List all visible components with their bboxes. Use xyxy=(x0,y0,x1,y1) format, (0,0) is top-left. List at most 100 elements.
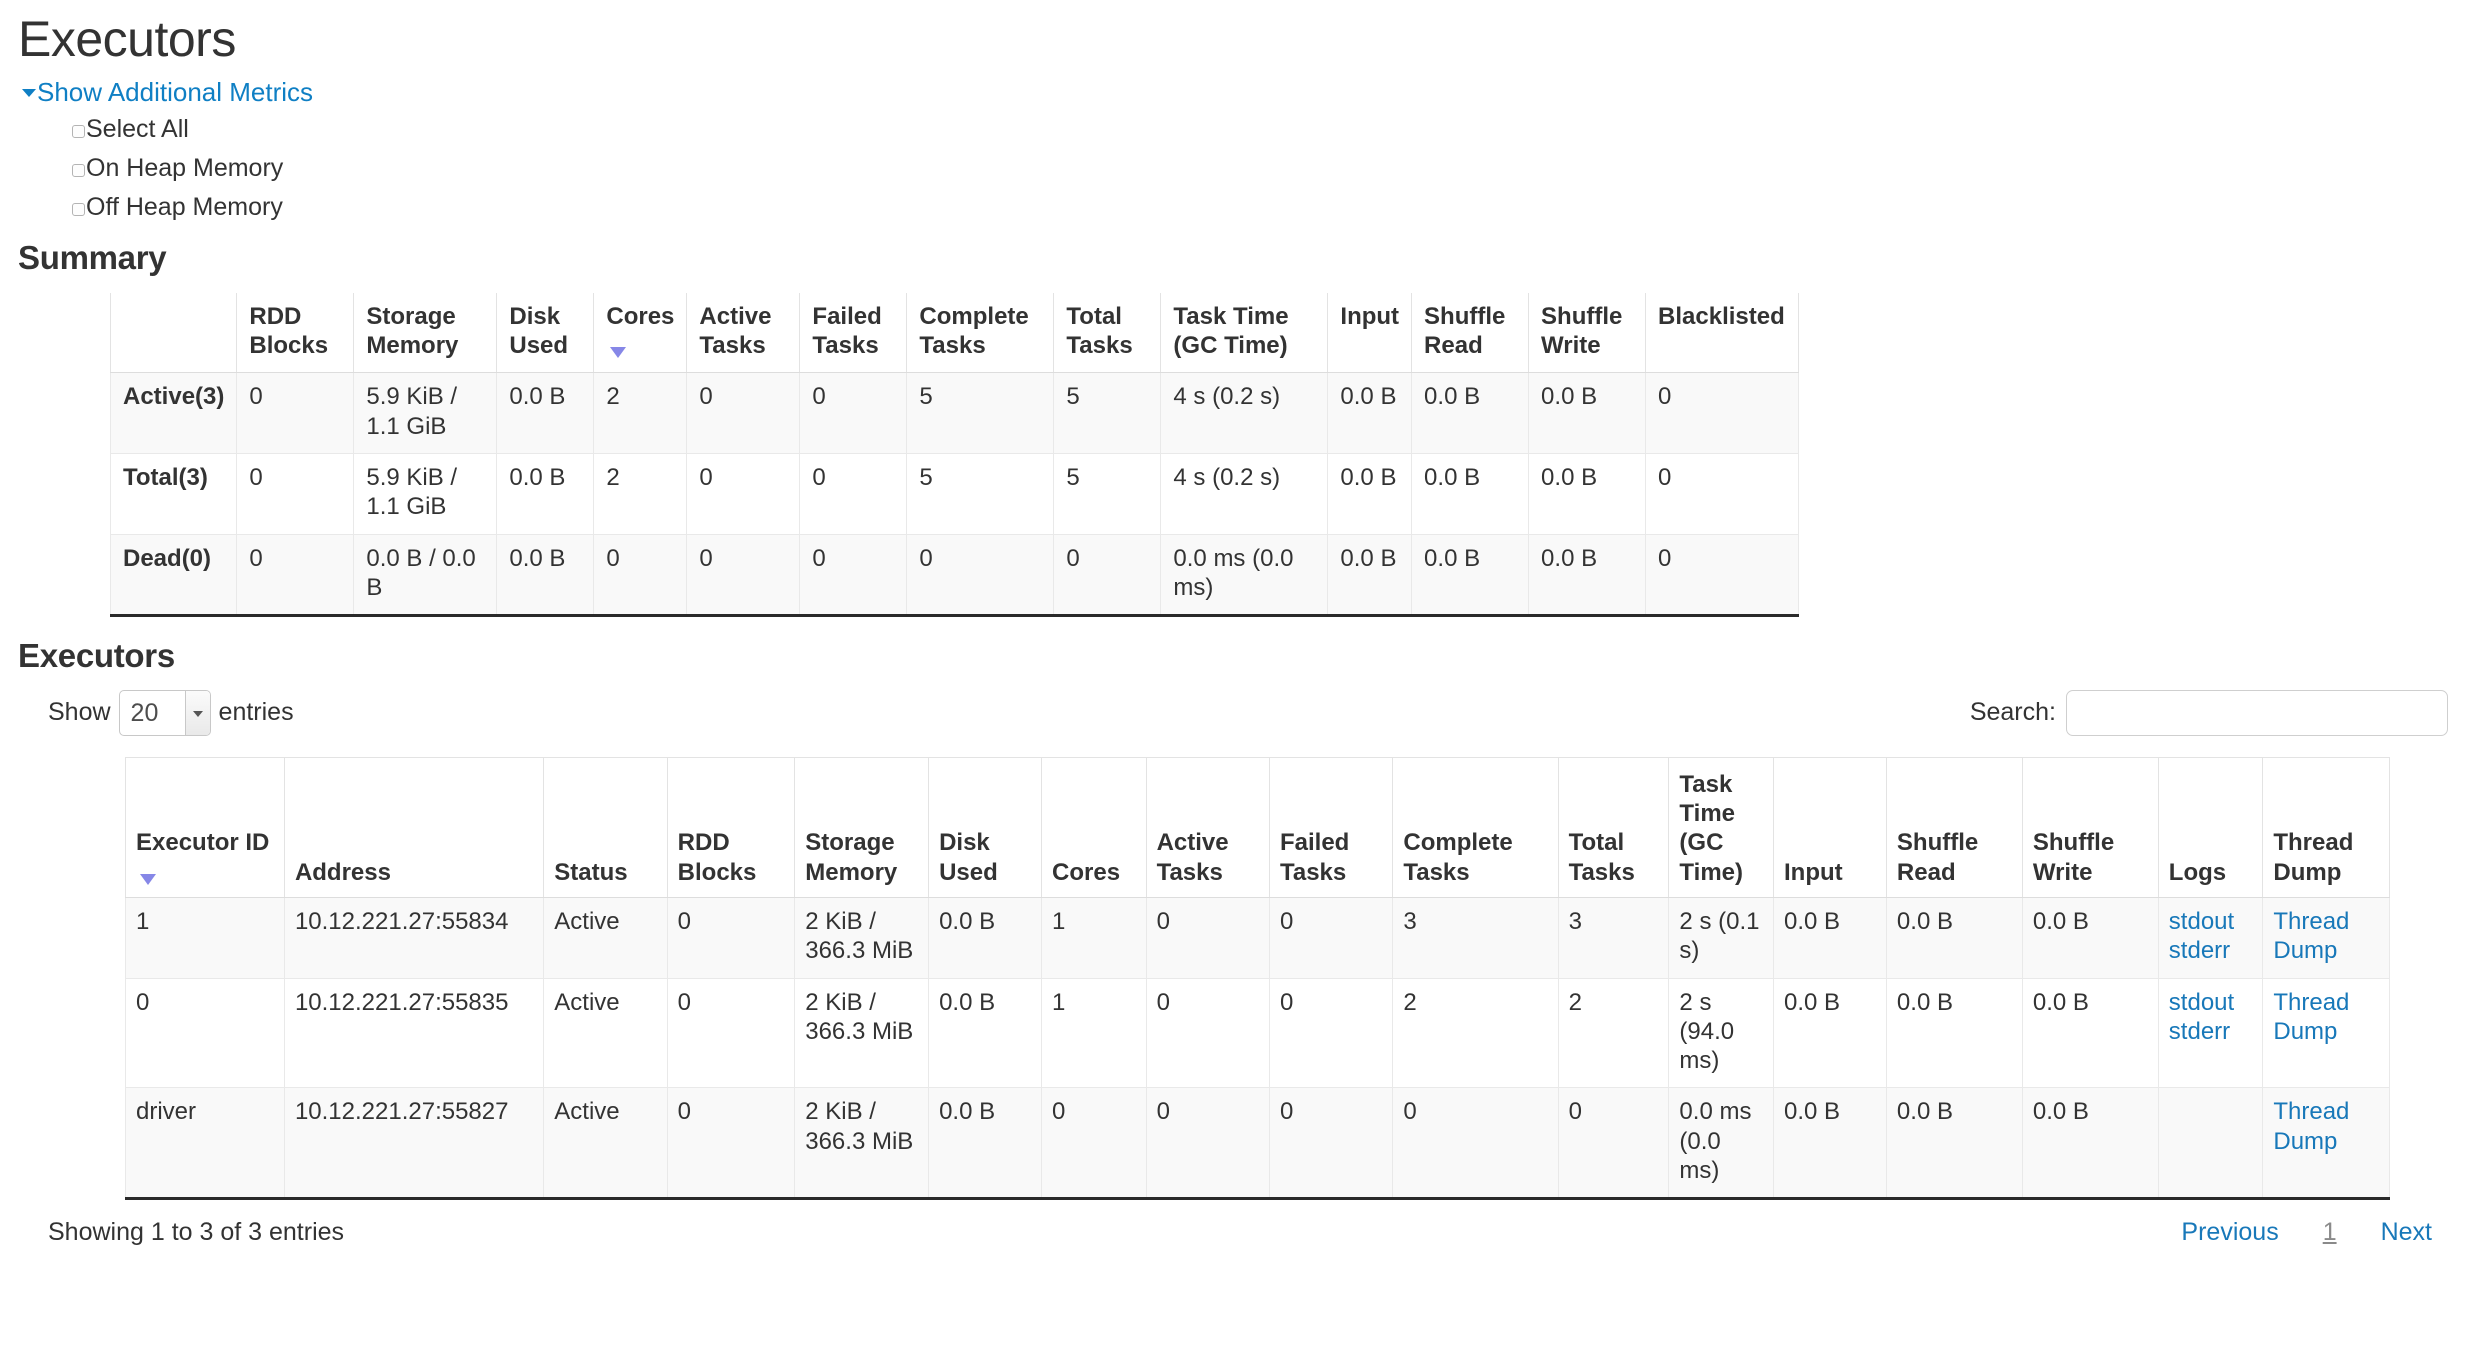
cell-cores: 1 xyxy=(1041,978,1147,1089)
summary-heading: Summary xyxy=(18,239,167,276)
executors-col-shuffle-write[interactable]: Shuffle Write xyxy=(2021,757,2159,898)
chevron-down-icon xyxy=(192,711,203,718)
executors-col-address[interactable]: Address xyxy=(283,757,545,898)
executors-col-failed-tasks[interactable]: Failed Tasks xyxy=(1268,757,1394,898)
table-info: Showing 1 to 3 of 3 entries xyxy=(48,1218,345,1247)
executors-table-controls: Show 20 entries Search: xyxy=(0,675,2466,751)
cell-shuffle-read: 0.0 B xyxy=(1885,1087,2023,1200)
summary-cell-blacklisted: 0 xyxy=(1645,372,1800,454)
executors-col-cores[interactable]: Cores xyxy=(1041,757,1147,898)
checkbox-off-heap-memory[interactable] xyxy=(72,203,85,216)
thread-dump-link[interactable]: Thread Dump xyxy=(2273,988,2350,1045)
cell-complete-tasks: 2 xyxy=(1392,978,1559,1089)
cell-thread-dump: Thread Dump xyxy=(2262,897,2390,979)
summary-col-shuffle-write[interactable]: Shuffle Write xyxy=(1528,292,1647,374)
cell-thread-dump: Thread Dump xyxy=(2262,1087,2390,1200)
summary-cell-rdd-blocks: 0 xyxy=(236,372,355,454)
summary-row-dead: Dead(0) 0 0.0 B / 0.0 B 0.0 B 0 0 0 0 0 … xyxy=(109,534,1800,617)
search-input[interactable] xyxy=(2066,690,2448,737)
checkbox-on-heap-memory[interactable] xyxy=(72,164,85,177)
cell-disk-used: 0.0 B xyxy=(928,897,1043,979)
table-row: 1 10.12.221.27:55834 Active 0 2 KiB / 36… xyxy=(125,897,2390,979)
executors-col-storage-memory[interactable]: Storage Memory xyxy=(794,757,930,898)
executors-table-container: Executor ID Address Status RDD Blocks St… xyxy=(0,751,2466,1201)
summary-col-input[interactable]: Input xyxy=(1327,292,1413,374)
executors-col-status[interactable]: Status xyxy=(543,757,668,898)
summary-cell-storage-memory: 0.0 B / 0.0 B xyxy=(353,534,498,617)
page-length-select[interactable]: 20 xyxy=(118,690,211,737)
cell-storage-memory: 2 KiB / 366.3 MiB xyxy=(794,897,930,979)
summary-cell-task-time: 4 s (0.2 s) xyxy=(1160,372,1329,454)
cell-complete-tasks: 0 xyxy=(1392,1087,1559,1200)
summary-row-label: Active(3) xyxy=(109,372,238,454)
executors-col-logs[interactable]: Logs xyxy=(2157,757,2264,898)
summary-table: RDD Blocks Storage Memory Disk Used Core… xyxy=(109,292,1800,618)
stdout-link[interactable]: stdout xyxy=(2168,988,2235,1016)
metric-option-label: On Heap Memory xyxy=(86,154,284,182)
summary-col-storage-memory[interactable]: Storage Memory xyxy=(353,292,498,374)
checkbox-select-all[interactable] xyxy=(72,125,85,138)
cell-failed-tasks: 0 xyxy=(1268,897,1394,979)
summary-cell-failed-tasks: 0 xyxy=(799,453,908,535)
thread-dump-link[interactable]: Thread Dump xyxy=(2273,908,2350,965)
executors-table: Executor ID Address Status RDD Blocks St… xyxy=(125,757,2390,1201)
summary-table-container: RDD Blocks Storage Memory Disk Used Core… xyxy=(0,277,2466,618)
stderr-link[interactable]: stderr xyxy=(2168,937,2231,965)
cell-input: 0.0 B xyxy=(1772,1087,1887,1200)
stderr-link[interactable]: stderr xyxy=(2168,1017,2231,1045)
cell-failed-tasks: 0 xyxy=(1268,1087,1394,1200)
cell-storage-memory: 2 KiB / 366.3 MiB xyxy=(794,978,930,1089)
summary-col-active-tasks[interactable]: Active Tasks xyxy=(686,292,801,374)
summary-col-total-tasks[interactable]: Total Tasks xyxy=(1053,292,1162,374)
summary-cell-total-tasks: 5 xyxy=(1053,372,1162,454)
cell-address: 10.12.221.27:55827 xyxy=(283,1087,545,1200)
cell-storage-memory: 2 KiB / 366.3 MiB xyxy=(794,1087,930,1200)
page-length-dropdown-button[interactable] xyxy=(184,691,210,736)
cell-task-time: 0.0 ms (0.0 ms) xyxy=(1668,1087,1774,1200)
executors-col-disk-used[interactable]: Disk Used xyxy=(928,757,1043,898)
metric-option-off-heap-memory[interactable]: Off Heap Memory xyxy=(72,188,2466,227)
executors-col-active-tasks[interactable]: Active Tasks xyxy=(1145,757,1270,898)
show-additional-metrics-toggle[interactable]: Show Additional Metrics xyxy=(22,79,313,105)
pagination-next-button[interactable]: Next xyxy=(2380,1218,2432,1247)
summary-col-shuffle-read[interactable]: Shuffle Read xyxy=(1411,292,1530,374)
cell-disk-used: 0.0 B xyxy=(928,978,1043,1089)
summary-col-blacklisted[interactable]: Blacklisted xyxy=(1645,292,1800,374)
executors-col-executor-id[interactable]: Executor ID xyxy=(125,757,285,898)
executors-col-task-time[interactable]: Task Time (GC Time) xyxy=(1668,757,1774,898)
summary-col-task-time[interactable]: Task Time (GC Time) xyxy=(1160,292,1329,374)
metric-option-on-heap-memory[interactable]: On Heap Memory xyxy=(72,149,2466,188)
executors-header-row: Executor ID Address Status RDD Blocks St… xyxy=(125,757,2390,898)
executors-col-rdd-blocks[interactable]: RDD Blocks xyxy=(666,757,796,898)
table-row: driver 10.12.221.27:55827 Active 0 2 KiB… xyxy=(125,1087,2390,1200)
executors-col-input[interactable]: Input xyxy=(1772,757,1887,898)
executors-col-complete-tasks[interactable]: Complete Tasks xyxy=(1392,757,1559,898)
summary-cell-failed-tasks: 0 xyxy=(799,372,908,454)
metric-option-select-all[interactable]: Select All xyxy=(72,110,2466,149)
summary-cell-disk-used: 0.0 B xyxy=(496,534,595,617)
summary-cell-failed-tasks: 0 xyxy=(799,534,908,617)
summary-col-cores[interactable]: Cores xyxy=(593,292,688,374)
cell-rdd-blocks: 0 xyxy=(666,1087,796,1200)
sort-descending-icon xyxy=(140,874,156,885)
metric-option-label: Off Heap Memory xyxy=(86,193,283,221)
summary-col-rdd-blocks[interactable]: RDD Blocks xyxy=(236,292,355,374)
executors-col-total-tasks[interactable]: Total Tasks xyxy=(1557,757,1670,898)
sort-descending-icon xyxy=(610,347,627,359)
executors-col-thread-dump[interactable]: Thread Dump xyxy=(2262,757,2390,898)
thread-dump-link[interactable]: Thread Dump xyxy=(2273,1098,2350,1155)
summary-header-row: RDD Blocks Storage Memory Disk Used Core… xyxy=(109,292,1800,374)
table-row: 0 10.12.221.27:55835 Active 0 2 KiB / 36… xyxy=(125,978,2390,1089)
pagination-page-1-button[interactable]: 1 xyxy=(2322,1218,2337,1247)
summary-row-total: Total(3) 0 5.9 KiB / 1.1 GiB 0.0 B 2 0 0… xyxy=(109,453,1800,535)
summary-col-complete-tasks[interactable]: Complete Tasks xyxy=(906,292,1055,374)
cell-shuffle-write: 0.0 B xyxy=(2021,978,2159,1089)
cell-address: 10.12.221.27:55834 xyxy=(283,897,545,979)
pagination-previous-button[interactable]: Previous xyxy=(2181,1218,2279,1247)
cell-cores: 0 xyxy=(1041,1087,1147,1200)
summary-cell-input: 0.0 B xyxy=(1327,534,1413,617)
executors-col-shuffle-read[interactable]: Shuffle Read xyxy=(1885,757,2023,898)
summary-col-disk-used[interactable]: Disk Used xyxy=(496,292,595,374)
stdout-link[interactable]: stdout xyxy=(2168,908,2235,935)
summary-col-failed-tasks[interactable]: Failed Tasks xyxy=(799,292,908,374)
